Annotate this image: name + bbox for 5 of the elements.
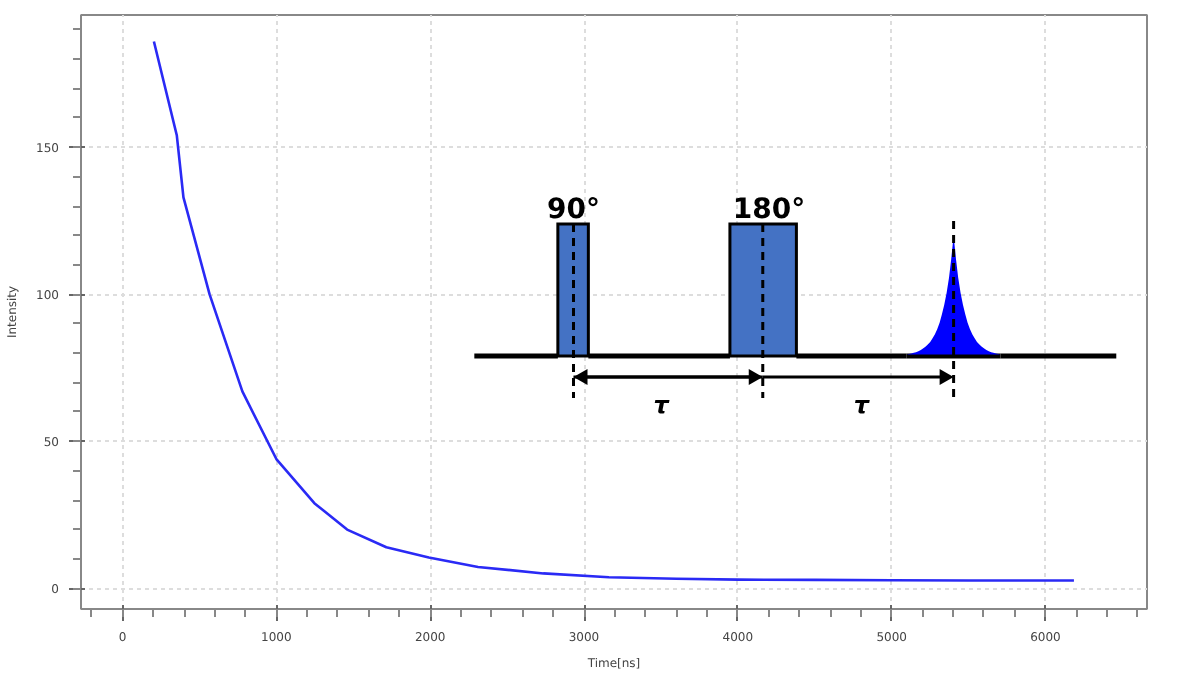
line-series	[152, 40, 1076, 582]
annotation: 180°	[732, 194, 806, 226]
annotation: τ	[653, 391, 670, 419]
annotation: 90°	[547, 194, 600, 226]
annotation: τ	[853, 391, 870, 419]
